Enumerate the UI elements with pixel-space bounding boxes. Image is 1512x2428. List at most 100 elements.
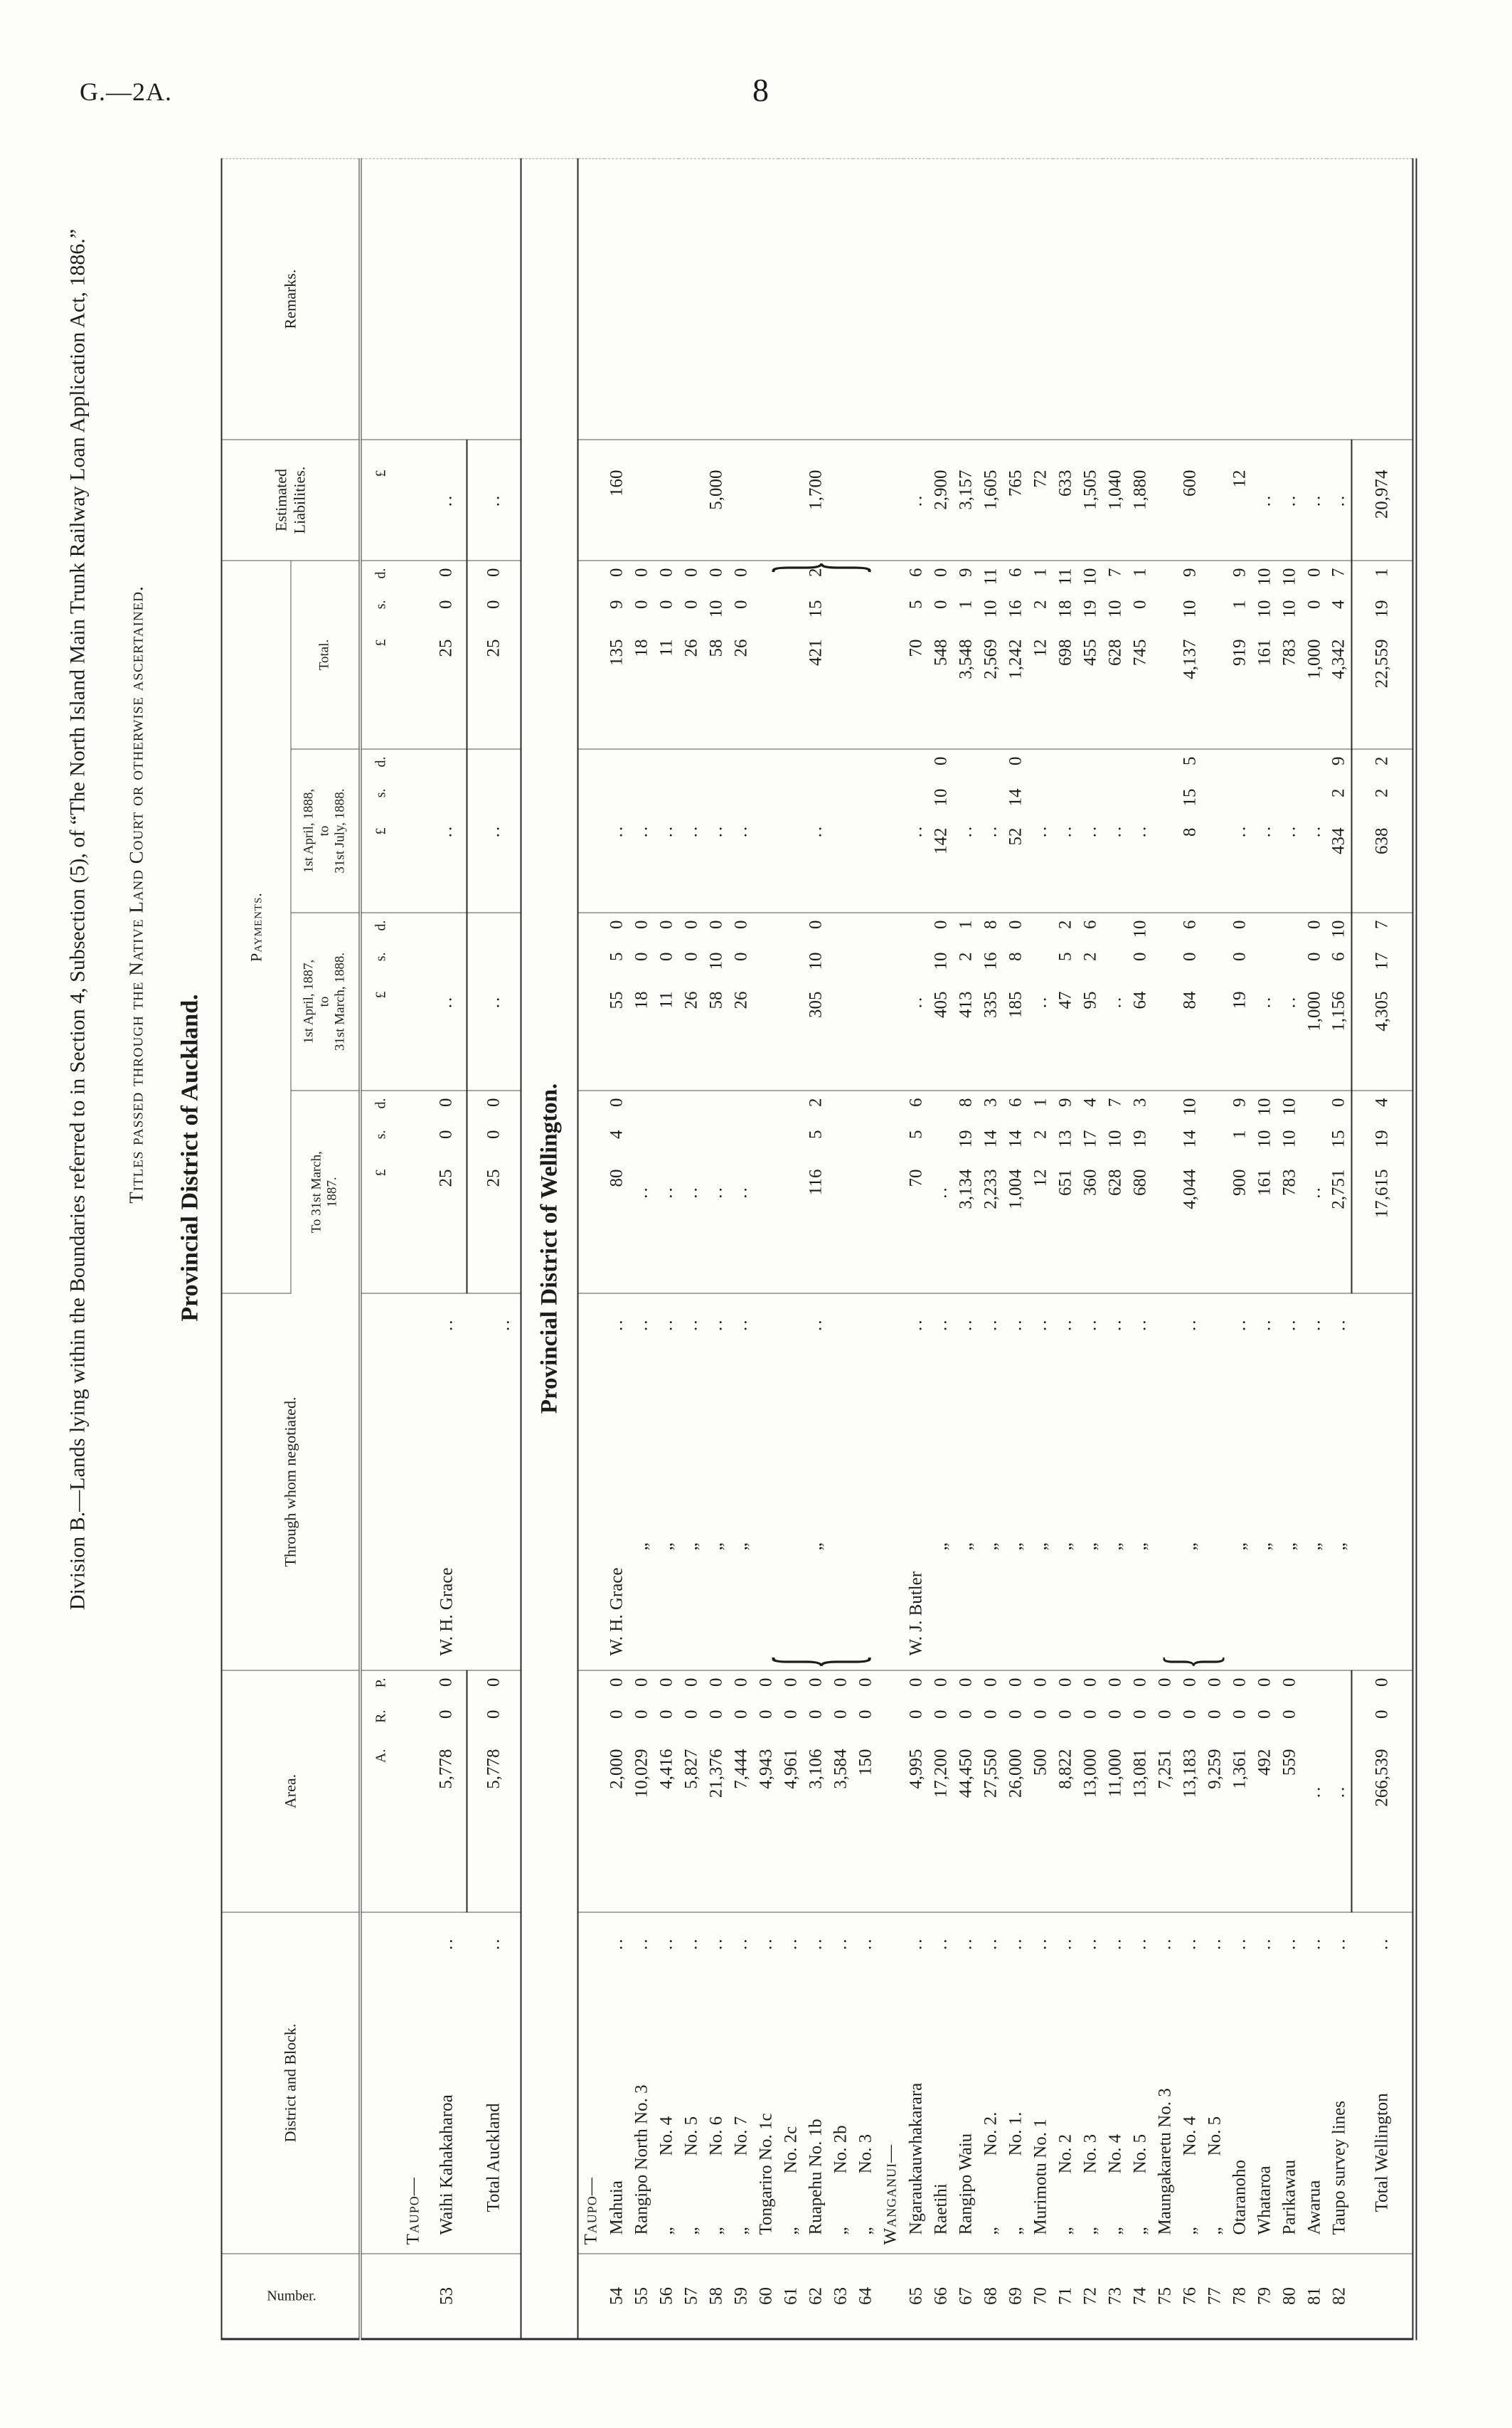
shillings: 0 — [1372, 1709, 1392, 1719]
pounds: 21,376 — [706, 1749, 725, 1798]
pence: 0 — [632, 920, 651, 930]
money-value: 22,559 19 1 — [1373, 561, 1393, 749]
shillings: 0 — [731, 1709, 750, 1719]
negotiator-name: „ — [1105, 1542, 1124, 1551]
leader-dots: .. — [607, 1318, 626, 1332]
cell-liabilities — [878, 440, 904, 561]
block-name: „ No. 1. — [1006, 2111, 1025, 2235]
money-value: 13,000 0 0 — [1080, 1671, 1100, 1912]
cell-negotiator: {„.. — [753, 1293, 878, 1670]
money-value: 84 0 6 — [1180, 913, 1200, 1091]
cell-number: 65 — [906, 2287, 925, 2305]
cell-liabilities — [728, 440, 754, 561]
cell-liabilities: 765 — [1003, 440, 1028, 561]
pounds: 4,044 — [1180, 1169, 1199, 1209]
pounds: 13,081 — [1130, 1749, 1149, 1798]
pounds: 26,000 — [1006, 1749, 1025, 1798]
pounds: 1,156 — [1329, 991, 1348, 1032]
pounds: 8 — [1180, 827, 1199, 837]
money-value: 25 0 0 — [484, 1091, 504, 1293]
empty-dots: .. — [981, 824, 1000, 838]
table-row: 56 „ No. 4.. 4,416 0 0 „.... 11 0 0.. 11 0 0 — [654, 159, 679, 2339]
cell-liabilities: .. — [1326, 440, 1352, 561]
block-name: „ No. 2 — [1055, 2133, 1075, 2235]
cell-payment-1: 17,615 19 4 — [1351, 1091, 1415, 1293]
cell-number: 67 — [956, 2287, 975, 2305]
cell-number: 73 — [1105, 2287, 1124, 2305]
leader-dots: .. — [1180, 1936, 1199, 1951]
cell-payment-4: 26 0 0 — [728, 561, 754, 749]
cell-negotiator: „.. — [654, 1293, 679, 1670]
leader-dots: .. — [607, 1936, 626, 1951]
shillings: 0 — [1230, 952, 1249, 962]
leader-dots: .. — [632, 1318, 651, 1332]
cell-payment-4: 22,559 19 1 — [1351, 561, 1415, 749]
pounds: 116 — [806, 1169, 825, 1196]
leader-dots: .. — [1329, 1936, 1348, 1951]
shillings: 1 — [1230, 600, 1249, 610]
pounds: 1,361 — [1230, 1749, 1249, 1789]
cell-area: 492 0 0 — [1252, 1670, 1277, 1912]
cell-area: 44,450 0 0 — [953, 1670, 979, 1912]
shillings: 0 — [1105, 1709, 1124, 1719]
money-value: 11 0 0 — [656, 561, 676, 749]
block-name: Whataroa — [1255, 2165, 1274, 2235]
money-value: 25 0 0 — [484, 561, 504, 749]
cell-liabilities: .. — [467, 440, 521, 561]
leader-dots: .. — [1279, 1318, 1299, 1332]
cell-number: 74 — [1130, 2287, 1149, 2305]
cell-payment-3: .. — [1301, 749, 1327, 913]
pence: 1 — [1031, 568, 1050, 578]
empty-dots: .. — [656, 1185, 676, 1199]
shillings: 5 — [1055, 952, 1075, 962]
cell-remarks — [1127, 159, 1153, 440]
pence: 0 — [1255, 1677, 1274, 1687]
shillings: 2 — [956, 952, 975, 962]
shillings: 19 — [1130, 1130, 1149, 1148]
cell-area: 4,961 0 0 — [778, 1670, 804, 1912]
pounds: 500 — [1031, 1749, 1050, 1776]
district-label-row: Taupo— — [577, 159, 605, 2339]
cell-liabilities: .. — [426, 440, 467, 561]
cell-payment-1: 12 2 1 — [1028, 1091, 1053, 1293]
cell-area: 26,000 0 0 — [1003, 1670, 1028, 1912]
block-name: „ No. 3 — [856, 2133, 875, 2235]
cell-negotiator: „.. — [1127, 1293, 1153, 1670]
cell-liabilities: 12 — [1227, 440, 1252, 561]
shillings: 15 — [806, 600, 825, 618]
pounds: 559 — [1279, 1749, 1299, 1776]
cell-negotiator: „.. — [1102, 1293, 1128, 1670]
table-body: Taupo— 53 Waihi Kahakaharoa.. 5,778 0 0 W. H. … — [400, 159, 1415, 2339]
shillings: 8 — [1006, 952, 1025, 962]
cell-district: „ No. 2... — [978, 1912, 1003, 2254]
cell-negotiator: „.. — [1252, 1293, 1277, 1670]
cell-area: .. — [1301, 1670, 1327, 1912]
col-header-district: District and Block. — [221, 1912, 361, 2254]
block-name: Ngaraukauwhakarara — [906, 2082, 925, 2235]
pounds: 80 — [607, 1169, 626, 1187]
negotiator-name: „ — [681, 1542, 701, 1551]
block-name: Rangipo Waiu — [956, 2133, 975, 2235]
cell-remarks — [1053, 159, 1078, 440]
cell-district: Ngaraukauwhakarara.. — [903, 1912, 929, 2254]
pence: 9 — [1230, 1098, 1249, 1108]
cell-payment-2: 4,305 17 7 — [1351, 913, 1415, 1091]
shillings: 10 — [706, 600, 725, 618]
pounds: 745 — [1130, 639, 1149, 667]
period3-line1: 1st April, 1888, — [301, 788, 316, 874]
pence: 1 — [1130, 568, 1149, 578]
money-value: 335 16 8 — [981, 913, 1001, 1091]
cell-number: 80 — [1279, 2287, 1299, 2305]
cell-payment-2: 11 0 0 — [654, 913, 679, 1091]
col-header-liabilities: Estimated Liabilities. — [221, 440, 361, 561]
cell-area: 4,995 0 0 — [903, 1670, 929, 1912]
cell-district: „ No. 1... — [1003, 1912, 1028, 2254]
shillings: 2 — [1031, 1130, 1050, 1140]
leader-dots: .. — [931, 1318, 950, 1332]
cell-payment-3: 8 15 5 — [1152, 749, 1228, 913]
shillings: 10 — [706, 952, 725, 970]
pence: 11 — [1055, 568, 1075, 585]
empty-dots: .. — [484, 493, 504, 507]
leader-dots: .. — [731, 1318, 750, 1332]
